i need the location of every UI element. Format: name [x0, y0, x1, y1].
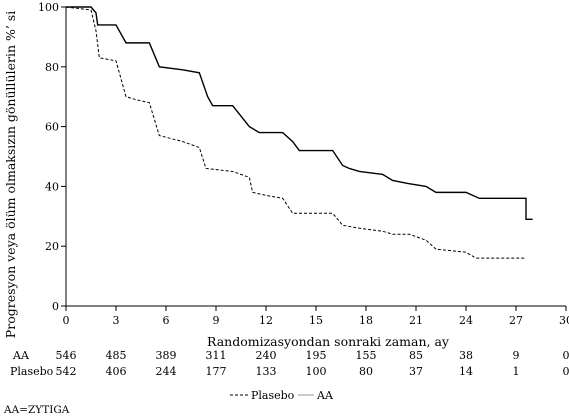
y-tick-label: 20: [45, 240, 59, 253]
risk-value: 0: [563, 349, 569, 362]
y-tick-label: 0: [52, 300, 59, 313]
x-tick-label: 18: [359, 314, 373, 327]
risk-value: 38: [459, 349, 473, 362]
risk-value: 244: [156, 365, 177, 378]
risk-value: 85: [409, 349, 423, 362]
risk-value: 37: [409, 365, 423, 378]
legend-label-placebo: Plasebo: [251, 389, 295, 402]
risk-value: 389: [156, 349, 177, 362]
x-tick-label: 30: [559, 314, 569, 327]
series-line-placebo: [65, 6, 526, 259]
risk-value: 240: [256, 349, 277, 362]
risk-value: 100: [306, 365, 327, 378]
x-tick-label: 9: [213, 314, 220, 327]
risk-value: 485: [106, 349, 127, 362]
x-tick-label: 3: [113, 314, 120, 327]
risk-row-label: Plasebo: [10, 365, 54, 378]
risk-value: 546: [56, 349, 77, 362]
x-tick-label: 12: [259, 314, 273, 327]
risk-value: 80: [359, 365, 373, 378]
y-tick-label: 80: [45, 61, 59, 74]
axes: 0 20 40 60 80 100 0 3 6 9 12 15 18 21 24 27 30: [38, 1, 569, 327]
risk-value: 311: [206, 349, 227, 362]
risk-value: 133: [256, 365, 277, 378]
y-tick-label: 60: [45, 121, 59, 134]
x-axis-title: Randomizasyondan sonraki zaman, ay: [207, 334, 450, 349]
x-tick-label: 27: [509, 314, 523, 327]
series-line-aa: [66, 6, 533, 220]
risk-value: 155: [356, 349, 377, 362]
legend-label-aa: AA: [316, 389, 334, 402]
risk-value: 406: [106, 365, 127, 378]
risk-value: 9: [513, 349, 520, 362]
x-tick-label: 24: [459, 314, 473, 327]
legend: Plasebo AA AA=ZYTIGA: [3, 389, 334, 416]
risk-value: 177: [206, 365, 227, 378]
curves: [65, 6, 533, 259]
y-tick-label: 100: [38, 1, 59, 14]
y-axis-title: Progresyon veya ölüm olmaksızın gönüllül…: [3, 11, 18, 338]
risk-value: 0: [563, 365, 569, 378]
risk-value: 195: [306, 349, 327, 362]
x-tick-label: 6: [163, 314, 170, 327]
risk-row-label: AA: [12, 349, 30, 362]
x-tick-label: 0: [63, 314, 70, 327]
risk-value: 14: [459, 365, 473, 378]
x-tick-label: 15: [309, 314, 323, 327]
risk-value: 542: [56, 365, 77, 378]
footnote: AA=ZYTIGA: [3, 404, 70, 416]
risk-value: 1: [513, 365, 520, 378]
y-tick-label: 40: [45, 180, 59, 193]
axis-labels: Randomizasyondan sonraki zaman, ay Progre…: [3, 11, 450, 349]
x-tick-label: 21: [409, 314, 423, 327]
